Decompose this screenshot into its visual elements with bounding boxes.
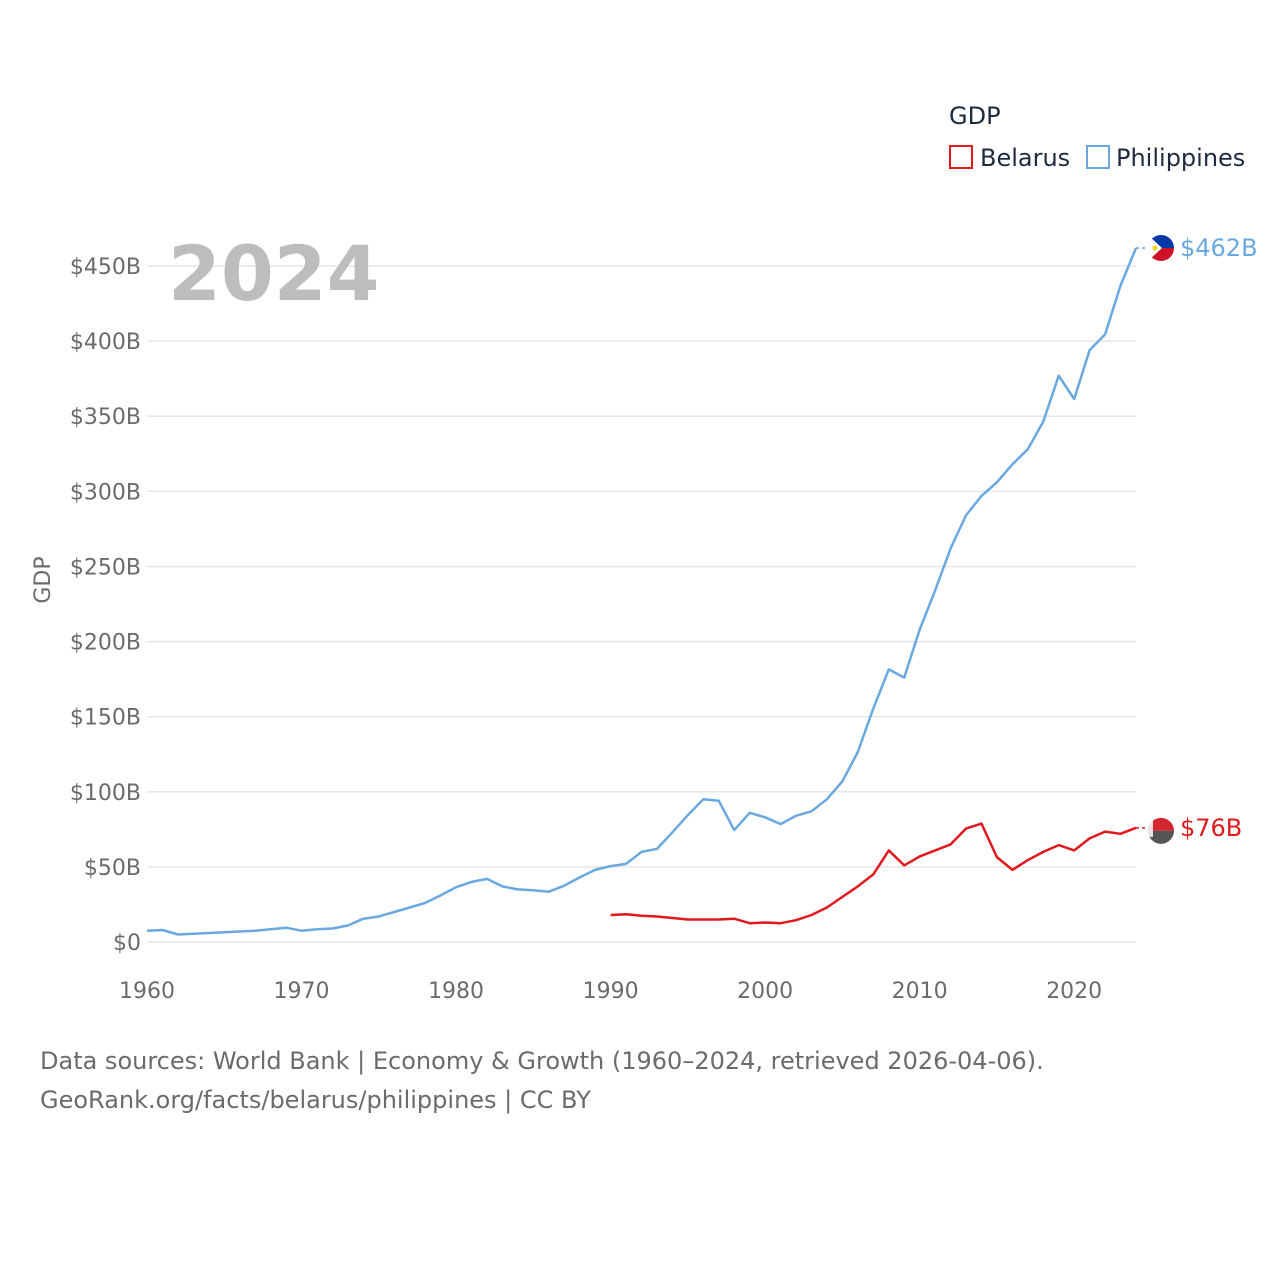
x-tick-label: 2000 bbox=[737, 979, 793, 1004]
x-tick-label: 1980 bbox=[428, 979, 484, 1004]
gdp-line-chart: $0 $50B $100B $150B $200B $250B $300B $350B $400… bbox=[31, 102, 1258, 1004]
y-tick-label: $50B bbox=[84, 856, 141, 881]
x-tick-label: 2010 bbox=[892, 979, 948, 1004]
series-layer bbox=[146, 247, 1138, 936]
y-tick-label: $150B bbox=[70, 706, 141, 731]
footer: Data sources: World Bank | Economy & Gro… bbox=[40, 1042, 1044, 1120]
philippines-flag-icon bbox=[1148, 235, 1174, 261]
end-value-label-philippines: $462B bbox=[1180, 234, 1258, 262]
y-tick-label: $200B bbox=[70, 631, 141, 656]
y-tick-label: $350B bbox=[70, 405, 141, 430]
legend-label-belarus[interactable]: Belarus bbox=[980, 144, 1070, 172]
y-tick-label: $0 bbox=[113, 931, 141, 956]
y-tick-label: $400B bbox=[70, 330, 141, 355]
legend-label-philippines[interactable]: Philippines bbox=[1116, 144, 1245, 172]
end-value-label-belarus: $76B bbox=[1180, 814, 1242, 842]
x-tick-label: 1960 bbox=[119, 979, 175, 1004]
belarus-flag-icon bbox=[1148, 817, 1174, 844]
y-axis-title: GDP bbox=[31, 556, 56, 603]
footer-sources: Data sources: World Bank | Economy & Gro… bbox=[40, 1047, 1044, 1075]
legend-title: GDP bbox=[949, 102, 1001, 130]
series-line-philippines[interactable] bbox=[146, 247, 1138, 936]
y-tick-label: $100B bbox=[70, 781, 141, 806]
x-tick-label: 1970 bbox=[274, 979, 330, 1004]
y-axis-ticks: $0 $50B $100B $150B $200B $250B $300B $350B $400… bbox=[70, 255, 141, 956]
legend-swatch-belarus[interactable] bbox=[949, 145, 973, 169]
y-tick-label: $450B bbox=[70, 255, 141, 280]
x-tick-label: 2020 bbox=[1046, 979, 1102, 1004]
end-markers: $76B $462B bbox=[1136, 234, 1258, 844]
y-tick-label: $300B bbox=[70, 480, 141, 505]
grid-layer bbox=[147, 265, 1136, 943]
legend-swatch-philippines[interactable] bbox=[1086, 145, 1110, 169]
series-line-belarus[interactable] bbox=[610, 822, 1137, 925]
x-axis-ticks: 1960 1970 1980 1990 2000 2010 2020 bbox=[119, 979, 1102, 1004]
year-overlay: 2024 bbox=[168, 229, 380, 318]
footer-link[interactable]: GeoRank.org/facts/belarus/philippines | … bbox=[40, 1086, 591, 1114]
x-tick-label: 1990 bbox=[583, 979, 639, 1004]
y-tick-label: $250B bbox=[70, 555, 141, 580]
legend: GDP Belarus Philippines bbox=[949, 102, 1245, 172]
